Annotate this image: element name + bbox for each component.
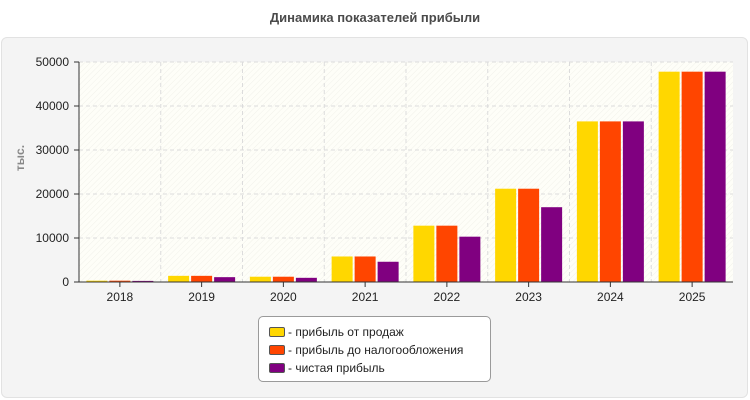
y-tick-label: 20000 <box>36 187 70 201</box>
bar[interactable] <box>599 121 621 283</box>
x-tick-label: 2024 <box>597 290 624 304</box>
x-tick-label: 2025 <box>679 290 706 304</box>
y-tick-label: 10000 <box>36 231 70 245</box>
bar[interactable] <box>413 225 435 282</box>
legend-swatch <box>269 327 285 337</box>
legend-swatch <box>269 345 285 355</box>
grid <box>79 61 733 282</box>
bar[interactable] <box>109 280 131 282</box>
legend-swatch <box>269 363 285 373</box>
x-tick-label: 2023 <box>515 290 542 304</box>
bar[interactable] <box>704 71 726 283</box>
bar[interactable] <box>459 236 481 282</box>
x-tick-label: 2021 <box>352 290 379 304</box>
chart-title: Динамика показателей прибыли <box>269 10 481 25</box>
bar[interactable] <box>168 275 190 282</box>
y-tick-labels: 0 10000 20000 30000 40000 50000 <box>36 55 70 289</box>
bar[interactable] <box>436 225 458 282</box>
legend-item[interactable]: - прибыль до налогообложения <box>269 341 490 359</box>
legend-item[interactable]: - чистая прибыль <box>269 359 490 377</box>
y-axis-label: тыс. <box>13 145 27 171</box>
legend: - прибыль от продаж - прибыль до налогоо… <box>258 316 491 382</box>
bar[interactable] <box>518 188 540 282</box>
bar[interactable] <box>622 121 644 283</box>
bar[interactable] <box>658 71 680 283</box>
bar[interactable] <box>132 280 154 282</box>
bar[interactable] <box>495 188 517 282</box>
y-tick-label: 0 <box>62 275 69 289</box>
legend-label: - прибыль от продаж <box>288 325 404 339</box>
bar[interactable] <box>249 276 271 282</box>
bar[interactable] <box>272 276 294 282</box>
axes <box>74 61 733 287</box>
x-tick-label: 2020 <box>270 290 297 304</box>
bar[interactable] <box>191 275 213 282</box>
bar[interactable] <box>354 256 376 282</box>
bar[interactable] <box>214 277 236 282</box>
legend-label: - чистая прибыль <box>288 361 385 375</box>
bar[interactable] <box>541 207 563 282</box>
bar[interactable] <box>681 71 703 283</box>
legend-label: - прибыль до налогообложения <box>288 343 464 357</box>
bars <box>86 71 726 283</box>
x-tick-label: 2019 <box>188 290 215 304</box>
bar[interactable] <box>331 256 353 282</box>
y-tick-label: 40000 <box>36 99 70 113</box>
bar[interactable] <box>86 280 108 282</box>
bar[interactable] <box>295 277 317 282</box>
bar[interactable] <box>576 121 598 283</box>
x-tick-labels: 2018 2019 2020 2021 2022 2023 2024 2025 <box>107 290 706 304</box>
x-tick-label: 2022 <box>434 290 461 304</box>
y-tick-label: 30000 <box>36 143 70 157</box>
legend-item[interactable]: - прибыль от продаж <box>269 323 490 341</box>
y-tick-label: 50000 <box>36 55 70 69</box>
x-tick-label: 2018 <box>107 290 134 304</box>
bar[interactable] <box>377 261 399 282</box>
